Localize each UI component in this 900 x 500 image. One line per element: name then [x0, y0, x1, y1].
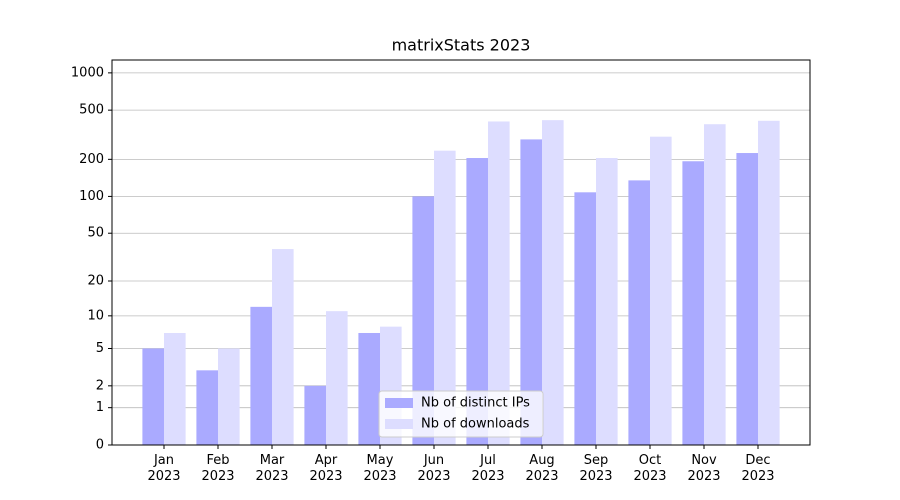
x-tick-label: Oct 2023 [633, 453, 667, 484]
bar [488, 121, 510, 445]
y-tick-label: 100 [79, 189, 104, 204]
plot-frame [111, 59, 811, 446]
bar [272, 249, 294, 445]
bar [434, 150, 456, 445]
chart-title: matrixStats 2023 [392, 36, 531, 55]
y-tick-label: 10 [87, 308, 104, 323]
legend-label: Nb of downloads [421, 417, 530, 432]
bar [704, 124, 726, 445]
x-tick-label: Dec 2023 [741, 453, 775, 484]
bar [736, 153, 758, 445]
y-tick-label: 1 [96, 400, 104, 415]
bar [466, 158, 488, 445]
bar [196, 370, 218, 445]
bar [596, 158, 618, 445]
bar [142, 348, 164, 445]
bar [326, 311, 348, 445]
bar [682, 161, 704, 445]
y-tick-label: 1000 [71, 65, 104, 80]
x-tick-label: Mar 2023 [255, 453, 289, 484]
x-tick-label: Aug 2023 [525, 453, 559, 484]
bar [758, 120, 780, 445]
bar [520, 139, 542, 445]
y-tick-label: 50 [87, 226, 104, 241]
x-tick-label: Nov 2023 [687, 453, 721, 484]
bar [650, 136, 672, 445]
x-tick-label: Jun 2023 [417, 453, 451, 484]
legend-box [378, 390, 544, 438]
x-tick-label: May 2023 [363, 453, 397, 484]
bar [358, 332, 380, 445]
legend-swatch [385, 398, 413, 408]
bar [250, 306, 272, 445]
bar [164, 332, 186, 445]
bar [218, 348, 240, 445]
legend-label: Nb of distinct IPs [421, 396, 530, 411]
x-tick-label: Sep 2023 [579, 453, 613, 484]
y-tick-label: 200 [79, 152, 104, 167]
y-tick-label: 5 [96, 341, 104, 356]
bar [304, 385, 326, 445]
y-tick-label: 20 [87, 274, 104, 289]
y-tick-label: 0 [96, 438, 104, 453]
bar [574, 192, 596, 445]
bar [542, 120, 564, 445]
x-tick-label: Apr 2023 [309, 453, 343, 484]
bar [412, 196, 434, 445]
x-tick-label: Jul 2023 [471, 453, 505, 484]
legend: Nb of distinct IPs Nb of downloads [378, 390, 544, 438]
x-tick-label: Jan 2023 [147, 453, 181, 484]
y-tick-label: 500 [79, 103, 104, 118]
legend-swatch [385, 419, 413, 429]
bar [628, 180, 650, 446]
x-tick-label: Feb 2023 [201, 453, 235, 484]
y-tick-label: 2 [96, 378, 104, 393]
